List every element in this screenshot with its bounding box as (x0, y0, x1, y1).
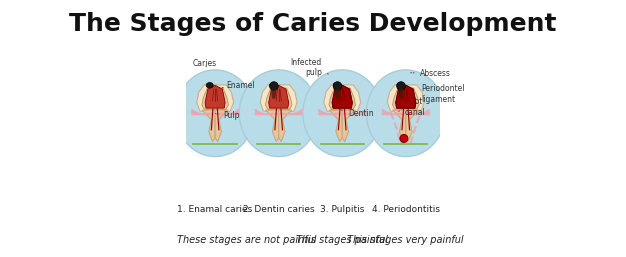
Text: This stages very painful: This stages very painful (347, 235, 464, 245)
Polygon shape (265, 110, 279, 142)
Text: The Stages of Caries Development: The Stages of Caries Development (69, 12, 557, 35)
Text: 4. Periodontitis: 4. Periodontitis (372, 205, 440, 214)
Polygon shape (335, 89, 340, 99)
Polygon shape (332, 85, 352, 108)
Polygon shape (260, 85, 297, 111)
Polygon shape (265, 88, 292, 109)
Text: 1. Enamal caries: 1. Enamal caries (178, 205, 253, 214)
Text: Pulp: Pulp (215, 111, 240, 120)
Polygon shape (202, 88, 228, 109)
Polygon shape (271, 89, 277, 99)
Ellipse shape (397, 82, 406, 90)
Ellipse shape (333, 82, 342, 90)
Ellipse shape (206, 82, 213, 88)
Polygon shape (279, 110, 292, 142)
Polygon shape (396, 85, 416, 108)
Text: Infected
pulp: Infected pulp (290, 58, 329, 77)
Polygon shape (406, 110, 419, 142)
Polygon shape (324, 85, 361, 111)
Polygon shape (387, 85, 424, 111)
Ellipse shape (270, 82, 278, 90)
Polygon shape (269, 85, 289, 108)
Ellipse shape (176, 70, 255, 157)
Ellipse shape (303, 70, 382, 157)
Text: This stages painful: This stages painful (296, 235, 388, 245)
Polygon shape (215, 110, 228, 142)
Polygon shape (202, 110, 215, 142)
Polygon shape (393, 88, 419, 109)
Polygon shape (398, 89, 404, 99)
Ellipse shape (270, 82, 277, 88)
Polygon shape (192, 108, 239, 115)
Ellipse shape (366, 70, 445, 157)
Polygon shape (382, 108, 429, 115)
Polygon shape (319, 108, 366, 115)
Ellipse shape (397, 82, 404, 88)
Circle shape (400, 134, 408, 142)
Text: Dentin: Dentin (341, 109, 374, 118)
Polygon shape (329, 110, 342, 142)
Polygon shape (255, 108, 302, 115)
Text: Abscess: Abscess (410, 69, 451, 78)
Text: Enamel: Enamel (221, 81, 255, 90)
Polygon shape (396, 85, 416, 108)
Text: These stages are not painful: These stages are not painful (177, 235, 317, 245)
Polygon shape (205, 85, 225, 108)
Polygon shape (342, 110, 355, 142)
Polygon shape (197, 85, 233, 111)
Text: 3. Pulpitis: 3. Pulpitis (320, 205, 364, 214)
Ellipse shape (239, 70, 318, 157)
Text: Periodontel
ligament: Periodontel ligament (414, 85, 464, 104)
Ellipse shape (333, 82, 341, 88)
Polygon shape (329, 88, 356, 109)
Polygon shape (393, 110, 406, 142)
Polygon shape (332, 85, 352, 108)
Text: Root
canal: Root canal (398, 97, 426, 117)
Text: 2. Dentin caries: 2. Dentin caries (243, 205, 314, 214)
Text: Caries: Caries (192, 59, 217, 68)
